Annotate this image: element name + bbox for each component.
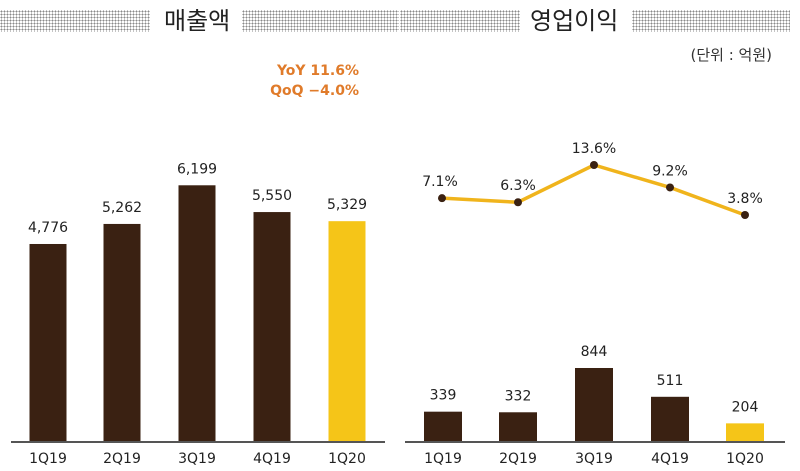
revenue-value-label: 5,262: [102, 200, 142, 216]
revenue-x-tick-label: 1Q19: [29, 451, 67, 467]
title-band-left-b: [242, 10, 399, 32]
operating-profit-bar: [424, 411, 462, 441]
revenue-x-tick-label: 3Q19: [178, 451, 216, 467]
revenue-bar: [178, 185, 216, 441]
operating-profit-x-tick-label: 2Q19: [499, 451, 537, 467]
revenue-bar: [103, 223, 141, 441]
operating-profit-value-label: 511: [657, 373, 684, 389]
operating-profit-x-tick-label: 1Q19: [424, 451, 462, 467]
title-band-left-a: [0, 10, 150, 32]
revenue-bar: [253, 212, 291, 441]
margin-point: [514, 198, 522, 207]
margin-value-label: 9.2%: [652, 163, 688, 179]
margin-value-label: 13.6%: [572, 141, 616, 157]
unit-label: (단위 : 억원): [690, 46, 773, 64]
operating-profit-bar: [651, 396, 689, 441]
margin-point: [438, 194, 446, 203]
margin-value-label: 7.1%: [422, 174, 458, 190]
margin-point: [666, 183, 674, 192]
operating-profit-bar: [575, 367, 613, 441]
operating-profit-title: 영업이익: [520, 4, 629, 38]
revenue-value-label: 6,199: [177, 161, 217, 177]
margin-line: [441, 163, 746, 217]
revenue-bar: [328, 221, 366, 441]
revenue-x-tick-label: 1Q20: [328, 451, 366, 467]
operating-profit-bar: [499, 412, 537, 441]
operating-profit-value-label: 204: [732, 399, 759, 415]
revenue-title: 매출액: [154, 4, 241, 38]
revenue-value-label: 5,329: [327, 197, 367, 213]
operating-profit-bar: [726, 423, 764, 441]
operating-profit-value-label: 844: [581, 344, 608, 360]
revenue-x-tick-label: 4Q19: [253, 451, 291, 467]
margin-value-label: 3.8%: [727, 191, 763, 207]
revenue-bar: [29, 243, 67, 441]
operating-profit-value-label: 332: [505, 388, 532, 404]
revenue-x-tick-label: 2Q19: [103, 451, 141, 467]
qoq-annotation: QoQ −4.0%: [270, 83, 359, 99]
margin-point: [590, 161, 598, 169]
revenue-value-label: 5,550: [252, 188, 292, 204]
yoy-annotation: YoY 11.6%: [276, 63, 359, 79]
title-band-right-a: [400, 10, 520, 32]
revenue-value-label: 4,776: [28, 220, 68, 236]
margin-point: [741, 211, 749, 219]
operating-profit-x-tick-label: 4Q19: [651, 451, 689, 467]
operating-profit-value-label: 339: [430, 388, 457, 404]
operating-profit-x-tick-label: 1Q20: [726, 451, 764, 467]
margin-value-label: 6.3%: [500, 178, 536, 194]
operating-profit-x-tick-label: 3Q19: [575, 451, 613, 467]
title-band-right-b: [632, 10, 790, 32]
